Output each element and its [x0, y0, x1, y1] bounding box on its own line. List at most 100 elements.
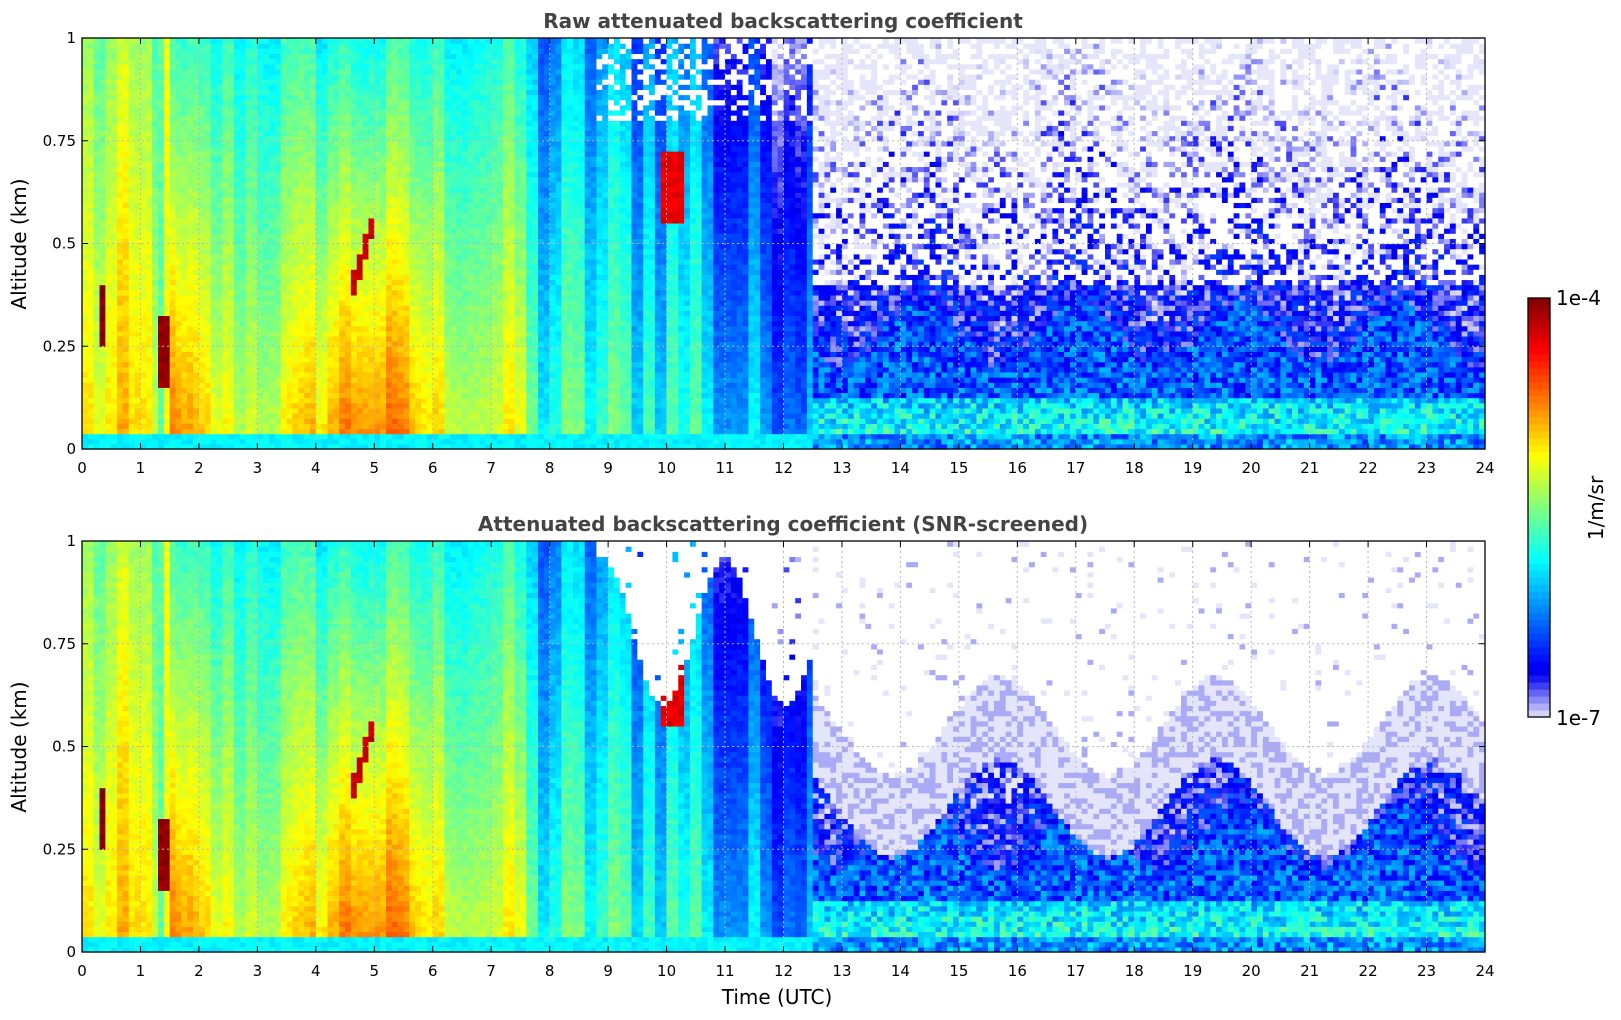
heatmap-cell: [269, 434, 275, 440]
heatmap-cell: [205, 223, 211, 229]
heatmap-cell: [100, 428, 106, 434]
heatmap-cell: [100, 418, 106, 424]
heatmap-cell: [123, 372, 129, 378]
heatmap-cell: [94, 177, 100, 183]
heatmap-cell: [275, 295, 281, 301]
heatmap-cell: [105, 43, 111, 49]
heatmap-cell: [216, 64, 222, 70]
heatmap-cell: [170, 182, 176, 188]
heatmap-cell: [164, 290, 170, 296]
heatmap-cell: [216, 161, 222, 167]
heatmap-cell: [140, 105, 146, 111]
heatmap-cell: [222, 197, 228, 203]
heatmap-cell: [246, 187, 252, 193]
heatmap-cell: [105, 48, 111, 54]
heatmap-cell: [205, 408, 211, 414]
heatmap-cell: [304, 403, 310, 409]
heatmap-cell: [117, 197, 123, 203]
heatmap-cell: [281, 84, 287, 90]
heatmap-cell: [187, 392, 193, 398]
heatmap-cell: [88, 105, 94, 111]
heatmap-cell: [82, 249, 88, 255]
heatmap-cell: [82, 367, 88, 373]
heatmap-cell: [146, 305, 152, 311]
heatmap-cell: [94, 202, 100, 208]
heatmap-cell: [123, 413, 129, 419]
heatmap-cell: [292, 367, 298, 373]
heatmap-cell: [170, 223, 176, 229]
heatmap-cell: [140, 423, 146, 429]
heatmap-cell: [246, 120, 252, 126]
heatmap-cell: [123, 259, 129, 265]
heatmap-cell: [111, 151, 117, 157]
heatmap-cell: [234, 233, 240, 239]
heatmap-cell: [316, 428, 322, 434]
heatmap-cell: [181, 423, 187, 429]
heatmap-cell: [152, 43, 158, 49]
heatmap-cell: [269, 279, 275, 285]
heatmap-cell: [82, 161, 88, 167]
heatmap-cell: [158, 151, 164, 157]
heatmap-cell: [100, 192, 106, 198]
heatmap-cell: [129, 213, 135, 219]
heatmap-cell: [292, 197, 298, 203]
heatmap-cell: [164, 141, 170, 147]
heatmap-cell: [140, 223, 146, 229]
heatmap-cell: [228, 218, 234, 224]
heatmap-cell: [304, 418, 310, 424]
heatmap-cell: [228, 146, 234, 152]
heatmap-cell: [246, 408, 252, 414]
heatmap-cell: [123, 408, 129, 414]
heatmap-cell: [275, 428, 281, 434]
heatmap-cell: [199, 300, 205, 306]
heatmap-cell: [123, 346, 129, 352]
heatmap-cell: [140, 336, 146, 342]
heatmap-cell: [269, 228, 275, 234]
heatmap-cell: [129, 315, 135, 321]
heatmap-cell: [263, 197, 269, 203]
heatmap-cell: [211, 300, 217, 306]
heatmap-cell: [322, 74, 328, 80]
heatmap-cell: [199, 151, 205, 157]
heatmap-cell: [316, 218, 322, 224]
heatmap-cell: [211, 202, 217, 208]
heatmap-cell: [117, 413, 123, 419]
heatmap-cell: [328, 74, 334, 80]
heatmap-cell: [199, 357, 205, 363]
heatmap-cell: [298, 315, 304, 321]
heatmap-cell: [105, 64, 111, 70]
heatmap-cell: [287, 398, 293, 404]
heatmap-cell: [234, 367, 240, 373]
heatmap-cell: [181, 274, 187, 280]
heatmap-cell: [298, 357, 304, 363]
heatmap-cell: [205, 285, 211, 291]
heatmap-cell: [176, 382, 182, 388]
heatmap-cell: [275, 208, 281, 214]
heatmap-cell: [246, 315, 252, 321]
heatmap-cell: [88, 115, 94, 121]
heatmap-cell: [181, 398, 187, 404]
heatmap-cell: [129, 105, 135, 111]
heatmap-cell: [146, 362, 152, 368]
heatmap-cell: [164, 403, 170, 409]
heatmap-cell: [94, 120, 100, 126]
heatmap-cell: [322, 233, 328, 239]
heatmap-cell: [129, 336, 135, 342]
heatmap-cell: [292, 418, 298, 424]
heatmap-cell: [111, 295, 117, 301]
heatmap-cell: [129, 223, 135, 229]
heatmap-cell: [287, 434, 293, 440]
heatmap-cell: [222, 310, 228, 316]
heatmap-cell: [158, 398, 164, 404]
heatmap-cell: [170, 89, 176, 95]
heatmap-cell: [181, 213, 187, 219]
heatmap-cell: [111, 254, 117, 260]
heatmap-cell: [123, 310, 129, 316]
heatmap-cell: [269, 115, 275, 121]
heatmap-cell: [281, 264, 287, 270]
heatmap-cell: [170, 357, 176, 363]
heatmap-cell: [298, 336, 304, 342]
heatmap-cell: [269, 146, 275, 152]
heatmap-cell: [211, 398, 217, 404]
heatmap-cell: [216, 295, 222, 301]
